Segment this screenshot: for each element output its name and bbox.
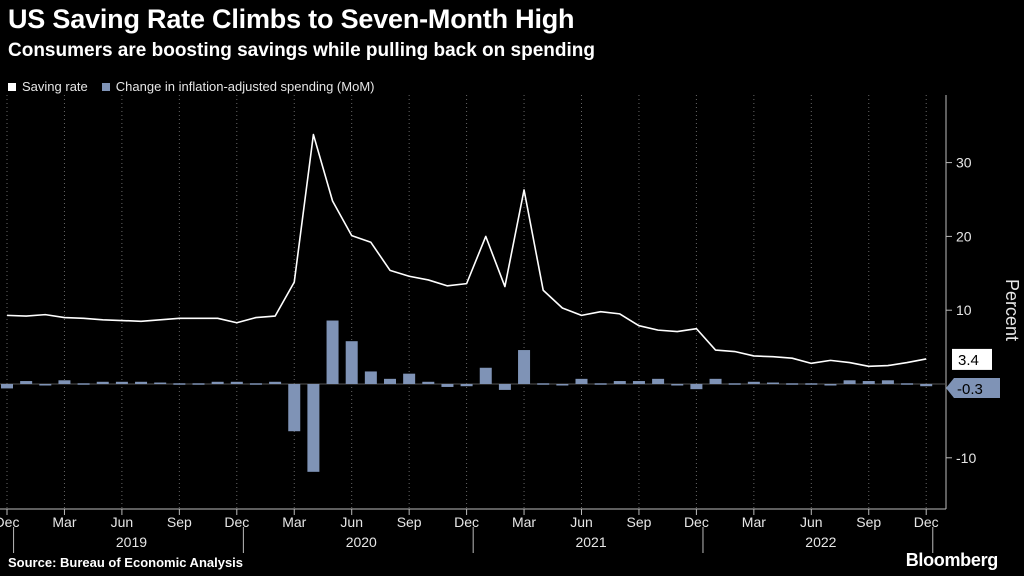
- x-tick-label: Sep: [167, 514, 192, 530]
- spending-bar: [96, 381, 109, 384]
- x-tick-label: Sep: [397, 514, 422, 530]
- spending-bar: [345, 341, 358, 384]
- bloomberg-logo: Bloomberg: [905, 550, 999, 570]
- x-tick-label: Dec: [0, 514, 19, 530]
- spending-bar: [479, 367, 492, 384]
- spending-bar: [498, 384, 511, 390]
- x-tick-label: Dec: [914, 514, 939, 530]
- legend-item-spending[interactable]: Change in inflation-adjusted spending (M…: [101, 79, 375, 94]
- spending-bar: [77, 383, 90, 385]
- spending-bar: [843, 380, 856, 384]
- spending-bar: [58, 380, 71, 384]
- y-tick-label: 10: [956, 302, 972, 318]
- legend-swatch-saving-rate: [8, 82, 16, 91]
- year-label: 2020: [346, 534, 377, 550]
- x-tick-label: Jun: [570, 514, 593, 530]
- legend-item-saving-rate[interactable]: Saving rate: [8, 79, 88, 94]
- spending-bar: [575, 378, 588, 384]
- spending-bar: [135, 381, 148, 384]
- spending-bar: [728, 383, 741, 385]
- x-tick-label: Sep: [856, 514, 881, 530]
- legend-swatch-spending: [101, 82, 110, 91]
- saving-rate-chart: -10 10 20 30 Percent 3.4 -0.3 Dec Mar Jun Sep Dec Ma…: [0, 95, 1022, 553]
- saving-end-label-box: [952, 348, 992, 370]
- saving-rate-line: [6, 133, 927, 368]
- spending-bar: [249, 383, 262, 385]
- year-label: 2022: [805, 534, 836, 550]
- spending-bar: [901, 383, 914, 385]
- source-note: Source: Bureau of Economic Analysis: [8, 555, 244, 570]
- spending-bar: [920, 384, 933, 387]
- legend-label-spending: Change in inflation-adjusted spending (M…: [115, 79, 375, 94]
- spending-bar: [862, 381, 875, 384]
- spending-bar: [364, 371, 377, 384]
- spending-bar: [613, 381, 626, 384]
- y-tick-label: 30: [956, 155, 972, 171]
- spending-bar: [786, 383, 799, 385]
- spending-bar: [747, 381, 760, 384]
- spending-bar: [824, 384, 837, 386]
- spending-bar: [518, 350, 531, 384]
- y-tick-label: -10: [956, 450, 976, 466]
- spending-end-label-box: [946, 378, 1000, 398]
- x-tick-label: Mar: [282, 514, 306, 530]
- spending-bar: [594, 383, 607, 385]
- year-label: 2019: [116, 534, 147, 550]
- spending-bar: [211, 381, 224, 384]
- x-tick-label: Dec: [224, 514, 249, 530]
- spending-bar: [767, 382, 779, 385]
- spending-bar: [671, 384, 684, 386]
- spending-bar: [632, 381, 645, 384]
- spending-bar: [556, 384, 569, 386]
- y-axis-title: Percent: [1002, 279, 1022, 341]
- legend-label-saving-rate: Saving rate: [22, 79, 88, 94]
- spending-bar: [115, 381, 128, 384]
- chart-title: US Saving Rate Climbs to Seven-Month Hig…: [8, 4, 575, 34]
- spending-bar: [39, 384, 52, 386]
- spending-bar: [690, 384, 703, 390]
- y-tick-label: 20: [956, 228, 972, 244]
- spending-bar: [173, 383, 186, 385]
- x-tick-label: Sep: [626, 514, 651, 530]
- spending-bar: [881, 380, 894, 384]
- spending-bar: [1, 384, 13, 389]
- x-tick-label: Jun: [800, 514, 823, 530]
- spending-bar: [307, 384, 320, 472]
- spending-bar: [652, 378, 665, 384]
- spending-bar: [460, 384, 473, 387]
- spending-bar: [230, 381, 243, 384]
- x-tick-label: Dec: [684, 514, 709, 530]
- spending-bar: [709, 378, 722, 384]
- x-tick-label: Mar: [52, 514, 76, 530]
- saving-end-label: 3.4: [958, 352, 979, 369]
- spending-bar: [422, 381, 435, 384]
- spending-bar: [326, 320, 339, 384]
- spending-bar: [805, 383, 818, 385]
- chart-subtitle: Consumers are boosting savings while pul…: [8, 40, 595, 61]
- legend: Saving rate Change in inflation-adjusted…: [8, 79, 388, 94]
- year-label: 2021: [575, 534, 606, 550]
- spending-bar: [537, 383, 550, 385]
- spending-bar: [192, 383, 205, 385]
- spending-bar: [403, 373, 416, 384]
- spending-end-label: -0.3: [957, 381, 983, 398]
- x-tick-label: Dec: [454, 514, 479, 530]
- x-tick-label: Mar: [742, 514, 766, 530]
- x-tick-label: Jun: [111, 514, 134, 530]
- x-tick-label: Jun: [340, 514, 363, 530]
- spending-bar: [269, 381, 282, 384]
- spending-bar: [288, 384, 301, 432]
- spending-bar: [384, 378, 396, 384]
- x-tick-label: Mar: [512, 514, 536, 530]
- spending-bar: [20, 381, 33, 384]
- spending-bar: [441, 384, 454, 387]
- spending-bar: [154, 382, 167, 385]
